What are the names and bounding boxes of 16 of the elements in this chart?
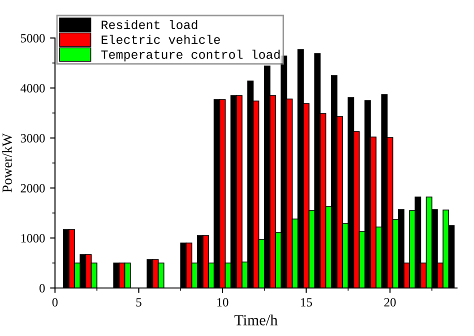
x-axis-title: Time/h bbox=[234, 314, 278, 326]
legend-label: Resident load bbox=[102, 20, 198, 30]
x-tick-label: 10 bbox=[217, 298, 228, 307]
x-tick-label: 5 bbox=[136, 298, 142, 307]
y-tick-label: 4000 bbox=[20, 84, 45, 92]
legend-label: Temperature control load bbox=[101, 50, 280, 62]
x-tick-label: 15 bbox=[301, 298, 312, 307]
y-tick-label: 3000 bbox=[20, 134, 45, 142]
y-tick-label: 1000 bbox=[21, 234, 45, 242]
legend-label: Electric vehicle bbox=[102, 34, 220, 44]
y-tick-label: 2000 bbox=[20, 184, 45, 192]
x-tick-label: 20 bbox=[384, 298, 396, 307]
x-tick-label: 0 bbox=[52, 298, 58, 307]
y-tick-label: 0 bbox=[40, 284, 45, 292]
y-axis-title: Power/kW bbox=[2, 133, 12, 192]
y-tick-label: 5000 bbox=[21, 34, 45, 42]
